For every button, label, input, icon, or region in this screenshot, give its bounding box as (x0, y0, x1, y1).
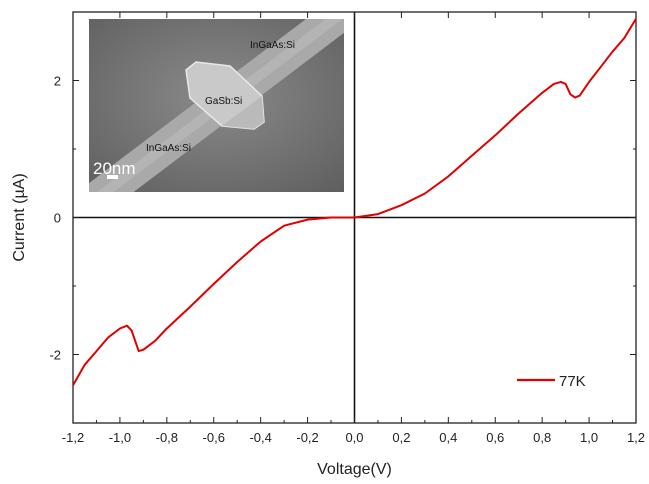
y-axis-title: Current (µA) (11, 173, 28, 261)
x-tick-label: 0,8 (533, 430, 551, 445)
x-tick-label: 0,4 (439, 430, 457, 445)
scale-bar (107, 175, 118, 179)
x-axis-title: Voltage(V) (317, 461, 392, 478)
x-tick-label: 0,2 (392, 430, 410, 445)
x-tick-label: -0,8 (156, 430, 178, 445)
inset-label: InGaAs:Si (250, 40, 295, 51)
x-tick-label: 0,6 (486, 430, 504, 445)
x-tick-label: -0,2 (296, 430, 318, 445)
x-ticks: -1,2 -1,0 -0,8 -0,6 -0,4 -0,2 0,0 0,2 0,4 0,6 0,8 1… (62, 12, 645, 445)
inset-label: GaSb:Si (205, 96, 242, 107)
x-tick-label: 1,2 (627, 430, 645, 445)
legend: 77K (517, 373, 586, 390)
y-tick-label: -2 (49, 348, 61, 363)
x-tick-label: 1,0 (580, 430, 598, 445)
y-ticks: -2 0 2 (49, 11, 636, 424)
legend-label: 77K (559, 373, 586, 390)
x-tick-label: -1,2 (62, 430, 84, 445)
inset-label: InGaAs:Si (146, 143, 191, 154)
series-layer (72, 18, 637, 386)
scale-bar-label: 20nm (93, 159, 136, 178)
series-line-77K (72, 18, 637, 386)
x-tick-label: -0,4 (249, 430, 271, 445)
x-tick-label: -0,6 (203, 430, 225, 445)
x-tick-label: -1,0 (109, 430, 131, 445)
sem-inset-image: InGaAs:Si GaSb:Si InGaAs:Si 20nm (89, 19, 344, 192)
y-tick-label: 2 (54, 74, 61, 89)
y-tick-label: 0 (54, 211, 61, 226)
x-tick-label: 0,0 (345, 430, 363, 445)
